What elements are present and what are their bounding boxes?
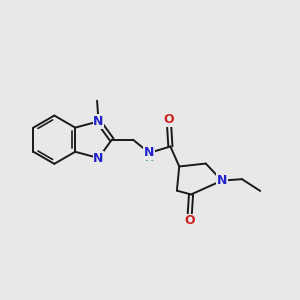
Text: N: N	[93, 115, 104, 128]
Text: N: N	[217, 174, 227, 187]
Text: N: N	[144, 146, 154, 159]
Text: N: N	[93, 152, 104, 164]
Text: O: O	[184, 214, 195, 227]
Text: O: O	[164, 113, 174, 126]
Text: H: H	[145, 153, 154, 163]
